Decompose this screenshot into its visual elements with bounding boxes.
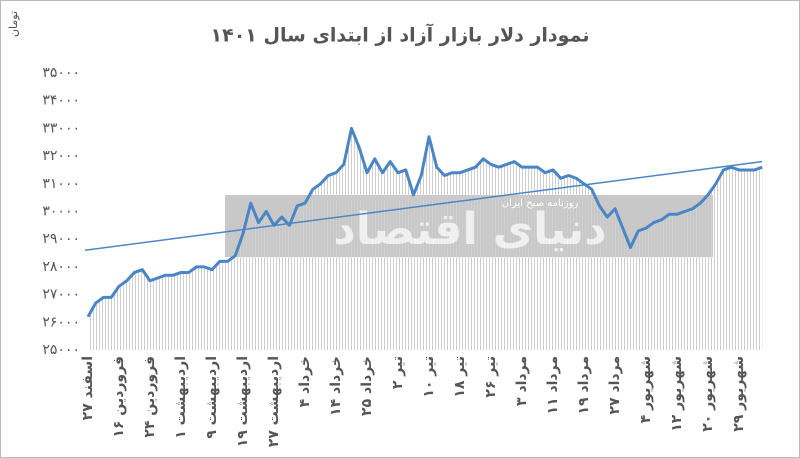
x-tick-label: ۱ اردیبهشت (173, 356, 189, 439)
x-tick-label: ۲ تیر (390, 356, 406, 389)
y-tick-label: ۳۰۰۰۰ (42, 204, 80, 220)
y-tick-label: ۳۳۰۰۰ (42, 120, 80, 136)
y-tick-label: ۳۱۰۰۰ (42, 176, 80, 192)
x-tick-label: ۲۶ تیر (483, 356, 499, 398)
x-tick-label: ۲۷ اسفند (80, 356, 96, 420)
y-tick-label: ۳۵۰۰۰ (42, 65, 80, 81)
x-tick-label: ۲۴ فروردین (142, 356, 158, 438)
x-tick-label: ۴ شهریور (638, 356, 654, 423)
watermark-subtitle: روزنامه صبح ایران (502, 198, 579, 209)
y-tick-label: ۳۴۰۰۰ (42, 93, 80, 109)
x-tick-label: ۱۱ مرداد (545, 356, 561, 415)
watermark-title: دنیای اقتصاد (333, 204, 607, 255)
y-axis-label: تومان (7, 11, 20, 37)
y-tick-label: ۲۹۰۰۰ (42, 231, 80, 247)
x-tick-label: ۲۷ اردیبهشت (266, 356, 282, 447)
x-tick-label: ۲۰ شهریور (700, 356, 716, 432)
x-tick-label: ۱۰ تیر (421, 356, 437, 398)
chart-title: نمودار دلار بازار آزاد از ابتدای سال ۱۴۰… (211, 23, 590, 47)
line (86, 126, 763, 318)
x-tick-label: ۹ اردیبهشت (204, 356, 220, 439)
y-tick-label: ۲۵۰۰۰ (42, 342, 80, 358)
area (88, 128, 763, 350)
x-tick-label: ۱۸ تیر (452, 356, 468, 398)
x-tick-label: ۱۲ شهریور (669, 356, 685, 432)
y-tick-label: ۲۷۰۰۰ (42, 287, 80, 303)
x-tick-label: ۲۵ خرداد (359, 356, 375, 416)
x-tick-label: ۲۹ شهریور (731, 356, 747, 432)
x-tick-label: ۱۹ مرداد (576, 356, 592, 415)
x-tick-label: ۲۷ مرداد (607, 356, 623, 415)
y-tick-label: ۲۶۰۰۰ (42, 314, 80, 330)
x-tick-label: ۱۹ اردیبهشت (235, 356, 251, 447)
x-tick-label: ۱۴ خرداد (328, 356, 344, 416)
x-tick-label: ۳ مرداد (514, 356, 530, 406)
trend-line (84, 160, 763, 252)
y-tick-label: ۳۲۰۰۰ (42, 148, 80, 164)
y-tick-label: ۲۸۰۰۰ (42, 259, 80, 275)
x-tick-label: ۱۶ فروردین (111, 356, 127, 438)
x-tick-label: ۴ خرداد (297, 356, 313, 407)
